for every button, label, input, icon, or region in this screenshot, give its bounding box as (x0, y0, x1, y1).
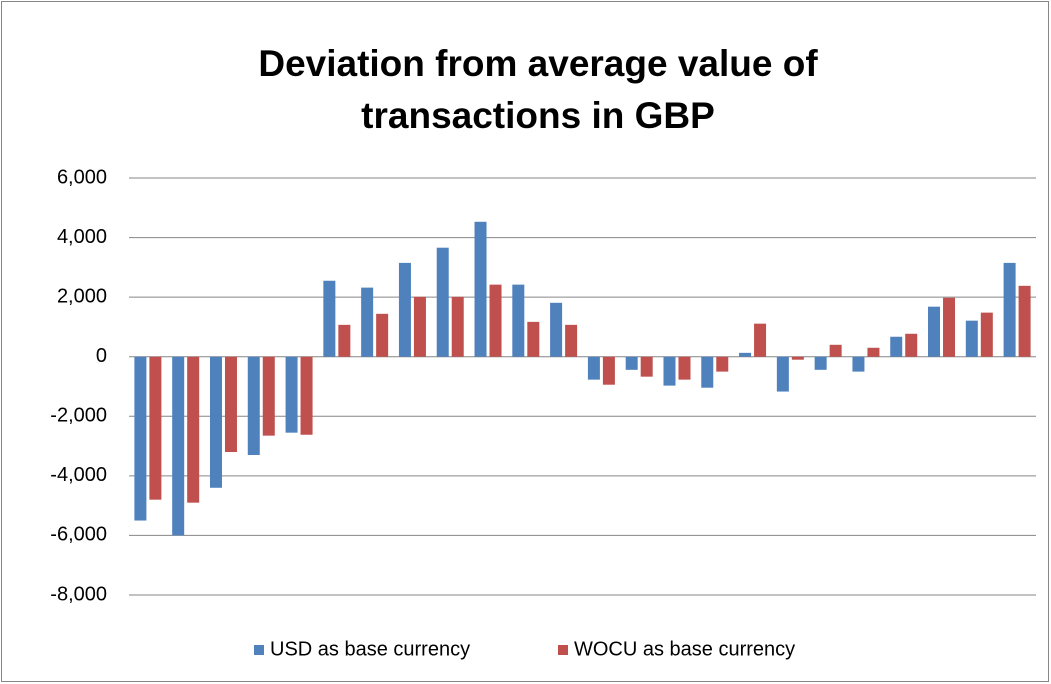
legend-label: WOCU as base currency (574, 638, 795, 660)
bar (625, 356, 638, 370)
bar (376, 313, 389, 357)
bar (149, 356, 162, 500)
y-tick-label: 6,000 (57, 166, 107, 188)
bar (701, 356, 714, 388)
bar (791, 356, 804, 360)
bar (474, 221, 487, 357)
y-tick-label: -4,000 (50, 464, 107, 486)
bar (814, 356, 827, 370)
bar (527, 321, 540, 357)
y-tick-label: -2,000 (50, 405, 107, 427)
bar (209, 356, 222, 488)
bar (247, 356, 260, 456)
bar (285, 356, 298, 433)
legend-label: USD as base currency (270, 638, 470, 660)
bar (398, 262, 411, 357)
y-tick-label: 2,000 (57, 285, 107, 307)
bar (867, 347, 880, 357)
y-tick-label: 0 (96, 345, 107, 367)
legend-swatch (558, 645, 568, 655)
y-tick-label: -8,000 (50, 583, 107, 605)
bar (852, 356, 865, 372)
bar (739, 352, 752, 357)
bar (829, 344, 842, 357)
bar (928, 306, 941, 357)
chart-title: Deviation from average value of transact… (258, 43, 818, 136)
bar (905, 333, 918, 357)
bar (602, 356, 615, 385)
bar (338, 324, 351, 357)
bar (436, 247, 449, 357)
y-tick-label: -6,000 (50, 524, 107, 546)
bar (172, 356, 185, 536)
bar (640, 356, 653, 377)
bar (262, 356, 275, 436)
bar (754, 323, 767, 357)
bar (965, 320, 978, 357)
bar (943, 297, 956, 357)
bar (716, 356, 729, 372)
bar (550, 302, 563, 357)
bar (587, 356, 600, 380)
bar (323, 280, 336, 357)
bar (300, 356, 313, 435)
bar (187, 356, 200, 503)
bar (980, 312, 993, 357)
bar (776, 356, 789, 392)
bar (451, 296, 464, 357)
legend-swatch (254, 645, 264, 655)
y-tick-label: 4,000 (57, 226, 107, 248)
bar (1003, 262, 1016, 357)
bar (663, 356, 676, 386)
bar (890, 336, 903, 357)
bar (678, 356, 691, 380)
bar (224, 356, 237, 453)
bar (361, 287, 374, 357)
bar (512, 284, 525, 357)
bar (413, 296, 426, 357)
bar (1018, 285, 1031, 357)
bar (565, 324, 578, 357)
bar (134, 356, 147, 521)
bar (489, 284, 502, 357)
